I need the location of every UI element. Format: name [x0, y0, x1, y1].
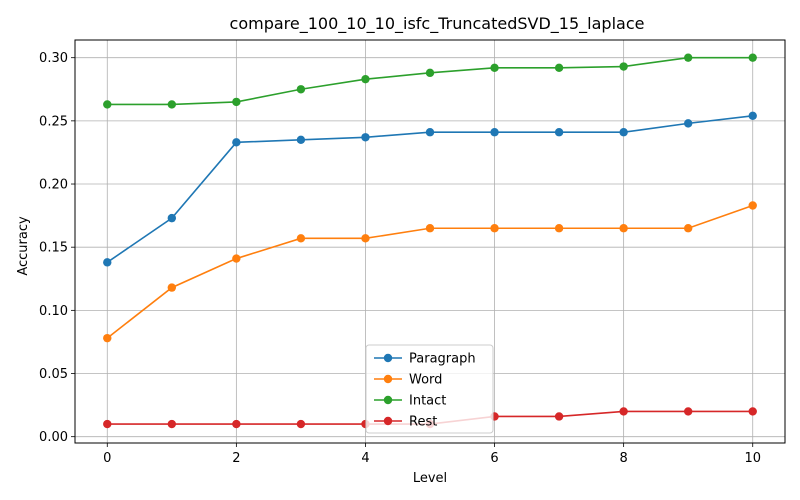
legend-label-word: Word [409, 373, 442, 388]
data-point-word [232, 254, 241, 263]
data-point-word [490, 224, 499, 233]
data-point-paragraph [683, 119, 693, 128]
data-point-intact [425, 68, 435, 78]
data-point-paragraph [554, 128, 564, 137]
data-point-rest [683, 407, 693, 416]
data-point-rest [167, 419, 177, 429]
y-tick-label: 0.10 [39, 304, 68, 319]
data-point-intact [748, 53, 757, 62]
data-point-intact [103, 100, 112, 109]
data-point-word [167, 283, 177, 292]
data-point-rest [748, 407, 757, 416]
data-point-intact [232, 97, 241, 107]
data-point-word [748, 201, 757, 210]
data-point-paragraph [490, 128, 499, 137]
data-point-intact [619, 62, 628, 71]
data-point-intact [296, 85, 306, 94]
axis-ticks: 0 2 4 6 8 10 0.00 0.05 0.10 0.15 0.20 0.25 0.30 [39, 51, 761, 466]
data-point-word [554, 224, 564, 233]
data-point-intact [490, 63, 499, 72]
data-point-intact [167, 100, 177, 109]
data-point-rest [103, 419, 112, 429]
data-point-intact [361, 74, 370, 84]
legend-marker-word [383, 374, 393, 384]
data-point-paragraph [619, 128, 628, 137]
data-point-paragraph [748, 111, 757, 120]
legend-marker-rest [383, 416, 393, 426]
data-point-rest [232, 419, 241, 429]
data-point-paragraph [167, 213, 177, 223]
y-axis-label: Accuracy [16, 216, 31, 276]
data-point-intact [683, 53, 693, 62]
y-tick-label: 0.00 [39, 430, 68, 445]
legend-label-intact: Intact [409, 394, 446, 409]
data-point-rest [296, 419, 306, 429]
data-point-word [683, 224, 693, 233]
data-point-word [619, 224, 628, 233]
data-point-paragraph [296, 135, 306, 145]
data-point-paragraph [103, 258, 112, 267]
legend-marker-intact [383, 395, 393, 405]
data-point-rest [619, 407, 628, 416]
x-tick-label: 8 [619, 451, 627, 466]
x-tick-label: 10 [744, 451, 761, 466]
data-point-intact [554, 63, 564, 72]
data-point-word [103, 333, 112, 343]
data-point-paragraph [232, 138, 241, 147]
x-axis-label: Level [413, 471, 447, 486]
x-tick-label: 6 [490, 451, 498, 466]
x-tick-label: 0 [103, 451, 111, 466]
legend: Paragraph Word Intact Rest [365, 344, 494, 434]
plot-frame [74, 39, 786, 444]
legend-box [365, 344, 494, 434]
data-point-rest [554, 412, 564, 421]
y-tick-label: 0.05 [39, 367, 68, 382]
y-tick-label: 0.20 [39, 178, 68, 193]
y-tick-label: 0.30 [39, 51, 68, 66]
data-point-paragraph [425, 128, 435, 137]
y-tick-label: 0.15 [39, 241, 68, 256]
data-point-word [425, 224, 435, 233]
legend-label-paragraph: Paragraph [409, 352, 476, 367]
x-tick-label: 2 [232, 451, 240, 466]
data-point-word [296, 234, 306, 243]
data-point-word [361, 234, 370, 243]
legend-marker-paragraph [383, 353, 393, 363]
x-tick-label: 4 [361, 451, 369, 466]
data-point-paragraph [361, 133, 370, 142]
chart-title: compare_100_10_10_isfc_TruncatedSVD_15_l… [230, 14, 645, 34]
legend-label-rest: Rest [409, 415, 437, 430]
y-tick-label: 0.25 [39, 114, 68, 129]
